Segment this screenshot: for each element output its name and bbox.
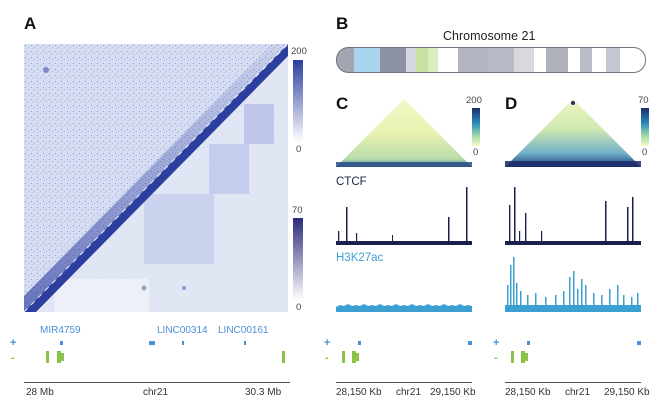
ctcf-track-d [505,187,641,245]
hic-triangle-d [505,99,641,167]
axis-d-right: 29,150 Kb [604,387,650,398]
axis-c-center: chr21 [396,387,422,398]
panel-label-b: B [336,14,349,33]
colorbar-c [472,108,480,146]
colorbar-a-bottom-min: 0 [296,302,302,313]
panel-label-d: D [505,94,518,113]
plus-strand-label-d: + [493,337,500,349]
gene-track-c [342,341,472,363]
colorbar-c-min: 0 [473,147,479,158]
h3k27ac-track-label: H3K27ac [336,252,384,264]
colorbar-a-top [293,60,303,142]
colorbar-d-min: 0 [642,147,648,158]
colorbar-a-top-max: 200 [291,46,307,57]
plus-strand-label-a: + [10,337,17,349]
axis-line-a [24,382,290,383]
minus-strand-label-a: - [11,352,15,364]
axis-a-left: 28 Mb [26,387,54,398]
axis-c-right: 29,150 Kb [430,387,476,398]
panel-label-a: A [24,14,37,33]
axis-line-d [505,382,641,383]
gene-label-mir4759: MIR4759 [40,325,81,336]
gene-label-linc00314: LINC00314 [157,325,208,336]
colorbar-d [641,108,649,146]
hic-matrix-a [24,44,288,312]
plus-strand-label-c: + [324,337,331,349]
gene-label-linc00161: LINC00161 [218,325,269,336]
panel-label-c: C [336,94,349,113]
gene-track-a [46,341,285,363]
h3k27ac-track-d [505,257,641,312]
h3k27ac-track-c [336,304,472,312]
chromosome-title: Chromosome 21 [443,29,536,43]
ctcf-track-c [336,187,472,245]
chromosome-ideogram [336,47,646,73]
hic-triangle-c [336,99,472,167]
axis-line-c [336,382,472,383]
colorbar-a-bottom [293,218,303,300]
axis-a-right: 30.3 Mb [245,387,282,398]
axis-d-left: 28,150 Kb [505,387,551,398]
gene-track-d [511,341,641,363]
axis-d-center: chr21 [565,387,591,398]
colorbar-d-max: 70 [638,95,649,106]
ctcf-track-label: CTCF [336,176,367,188]
axis-c-left: 28,150 Kb [336,387,382,398]
minus-strand-label-c: - [325,352,329,364]
minus-strand-label-d: - [494,352,498,364]
colorbar-c-max: 200 [466,95,482,106]
colorbar-a-top-min: 0 [296,144,302,155]
axis-a-center: chr21 [143,387,169,398]
colorbar-a-bottom-max: 70 [292,205,303,216]
